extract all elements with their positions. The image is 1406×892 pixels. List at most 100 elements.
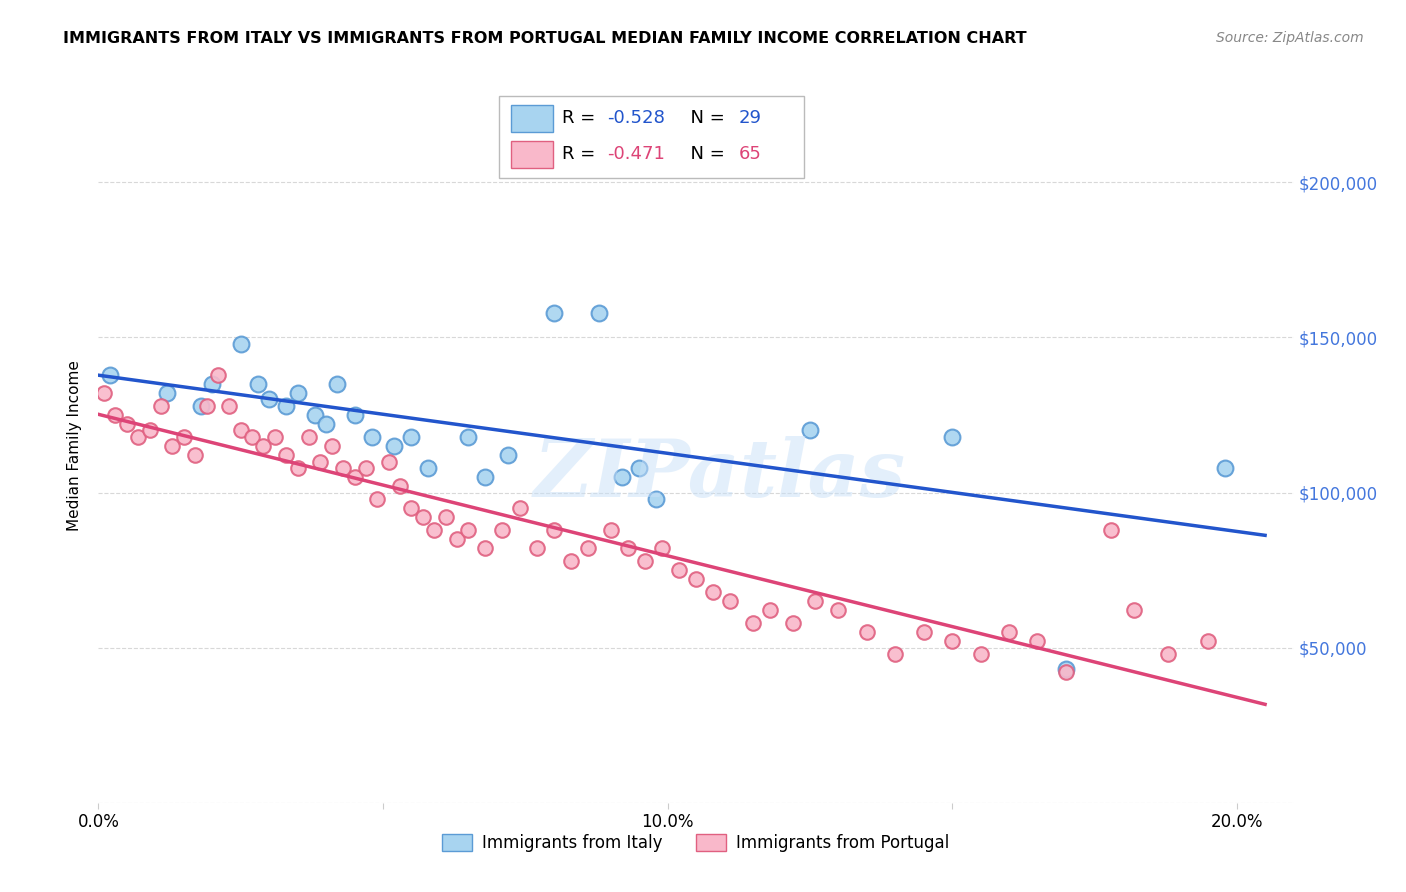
- Point: [389, 479, 412, 493]
- Point: [287, 460, 309, 475]
- Point: [321, 439, 343, 453]
- Point: [474, 470, 496, 484]
- Text: 65: 65: [740, 145, 762, 163]
- Point: [827, 603, 849, 617]
- Point: [509, 501, 531, 516]
- Point: [207, 368, 229, 382]
- Point: [941, 430, 963, 444]
- Point: [246, 376, 269, 391]
- Point: [576, 541, 599, 556]
- Point: [229, 336, 252, 351]
- Point: [685, 573, 707, 587]
- Point: [543, 305, 565, 319]
- Point: [446, 532, 468, 546]
- Point: [276, 448, 298, 462]
- Point: [526, 541, 548, 556]
- Text: IMMIGRANTS FROM ITALY VS IMMIGRANTS FROM PORTUGAL MEDIAN FAMILY INCOME CORRELATI: IMMIGRANTS FROM ITALY VS IMMIGRANTS FROM…: [63, 31, 1026, 46]
- Point: [1054, 665, 1077, 680]
- Point: [401, 501, 423, 516]
- Point: [434, 510, 457, 524]
- Point: [138, 424, 160, 438]
- Point: [184, 448, 207, 462]
- Text: 29: 29: [740, 110, 762, 128]
- Point: [799, 424, 821, 438]
- Point: [252, 439, 274, 453]
- Point: [240, 430, 263, 444]
- Point: [401, 430, 423, 444]
- Point: [616, 541, 638, 556]
- Text: R =: R =: [562, 110, 602, 128]
- Point: [326, 376, 349, 391]
- Point: [1099, 523, 1122, 537]
- Point: [782, 615, 804, 630]
- FancyBboxPatch shape: [510, 105, 553, 132]
- FancyBboxPatch shape: [499, 96, 804, 178]
- Point: [1054, 662, 1077, 676]
- Point: [115, 417, 138, 432]
- Point: [1213, 460, 1236, 475]
- Point: [969, 647, 991, 661]
- Point: [298, 430, 321, 444]
- Point: [610, 470, 633, 484]
- Point: [491, 523, 513, 537]
- Point: [287, 386, 309, 401]
- Point: [150, 399, 173, 413]
- Point: [377, 454, 399, 468]
- Text: Source: ZipAtlas.com: Source: ZipAtlas.com: [1216, 31, 1364, 45]
- Point: [741, 615, 763, 630]
- Legend: Immigrants from Italy, Immigrants from Portugal: Immigrants from Italy, Immigrants from P…: [436, 827, 956, 859]
- Point: [343, 470, 366, 484]
- Point: [93, 386, 115, 401]
- Point: [634, 554, 657, 568]
- Y-axis label: Median Family Income: Median Family Income: [67, 360, 83, 532]
- Point: [457, 523, 479, 537]
- Point: [309, 454, 332, 468]
- Point: [645, 491, 668, 506]
- Point: [474, 541, 496, 556]
- Point: [543, 523, 565, 537]
- Point: [263, 430, 285, 444]
- Point: [1026, 634, 1049, 648]
- Point: [343, 408, 366, 422]
- Point: [257, 392, 280, 407]
- Text: -0.471: -0.471: [607, 145, 665, 163]
- Point: [651, 541, 673, 556]
- Text: N =: N =: [679, 145, 731, 163]
- Point: [201, 376, 224, 391]
- Point: [884, 647, 907, 661]
- Point: [104, 408, 127, 422]
- Point: [599, 523, 621, 537]
- Point: [354, 460, 377, 475]
- Point: [195, 399, 218, 413]
- Point: [315, 417, 337, 432]
- FancyBboxPatch shape: [510, 141, 553, 168]
- Point: [457, 430, 479, 444]
- Point: [804, 594, 827, 608]
- Point: [941, 634, 963, 648]
- Point: [718, 594, 741, 608]
- Point: [423, 523, 446, 537]
- Point: [162, 439, 184, 453]
- Point: [1197, 634, 1219, 648]
- Point: [156, 386, 179, 401]
- Point: [360, 430, 382, 444]
- Text: ZIPatlas: ZIPatlas: [534, 436, 905, 513]
- Point: [276, 399, 298, 413]
- Text: -0.528: -0.528: [607, 110, 665, 128]
- Point: [628, 460, 651, 475]
- Point: [1157, 647, 1180, 661]
- Point: [418, 460, 440, 475]
- Point: [912, 625, 935, 640]
- Point: [560, 554, 582, 568]
- Point: [496, 448, 519, 462]
- Point: [382, 439, 405, 453]
- Point: [588, 305, 610, 319]
- Text: R =: R =: [562, 145, 602, 163]
- Point: [412, 510, 434, 524]
- Point: [304, 408, 326, 422]
- Point: [759, 603, 782, 617]
- Point: [668, 563, 690, 577]
- Point: [229, 424, 252, 438]
- Point: [218, 399, 240, 413]
- Point: [366, 491, 388, 506]
